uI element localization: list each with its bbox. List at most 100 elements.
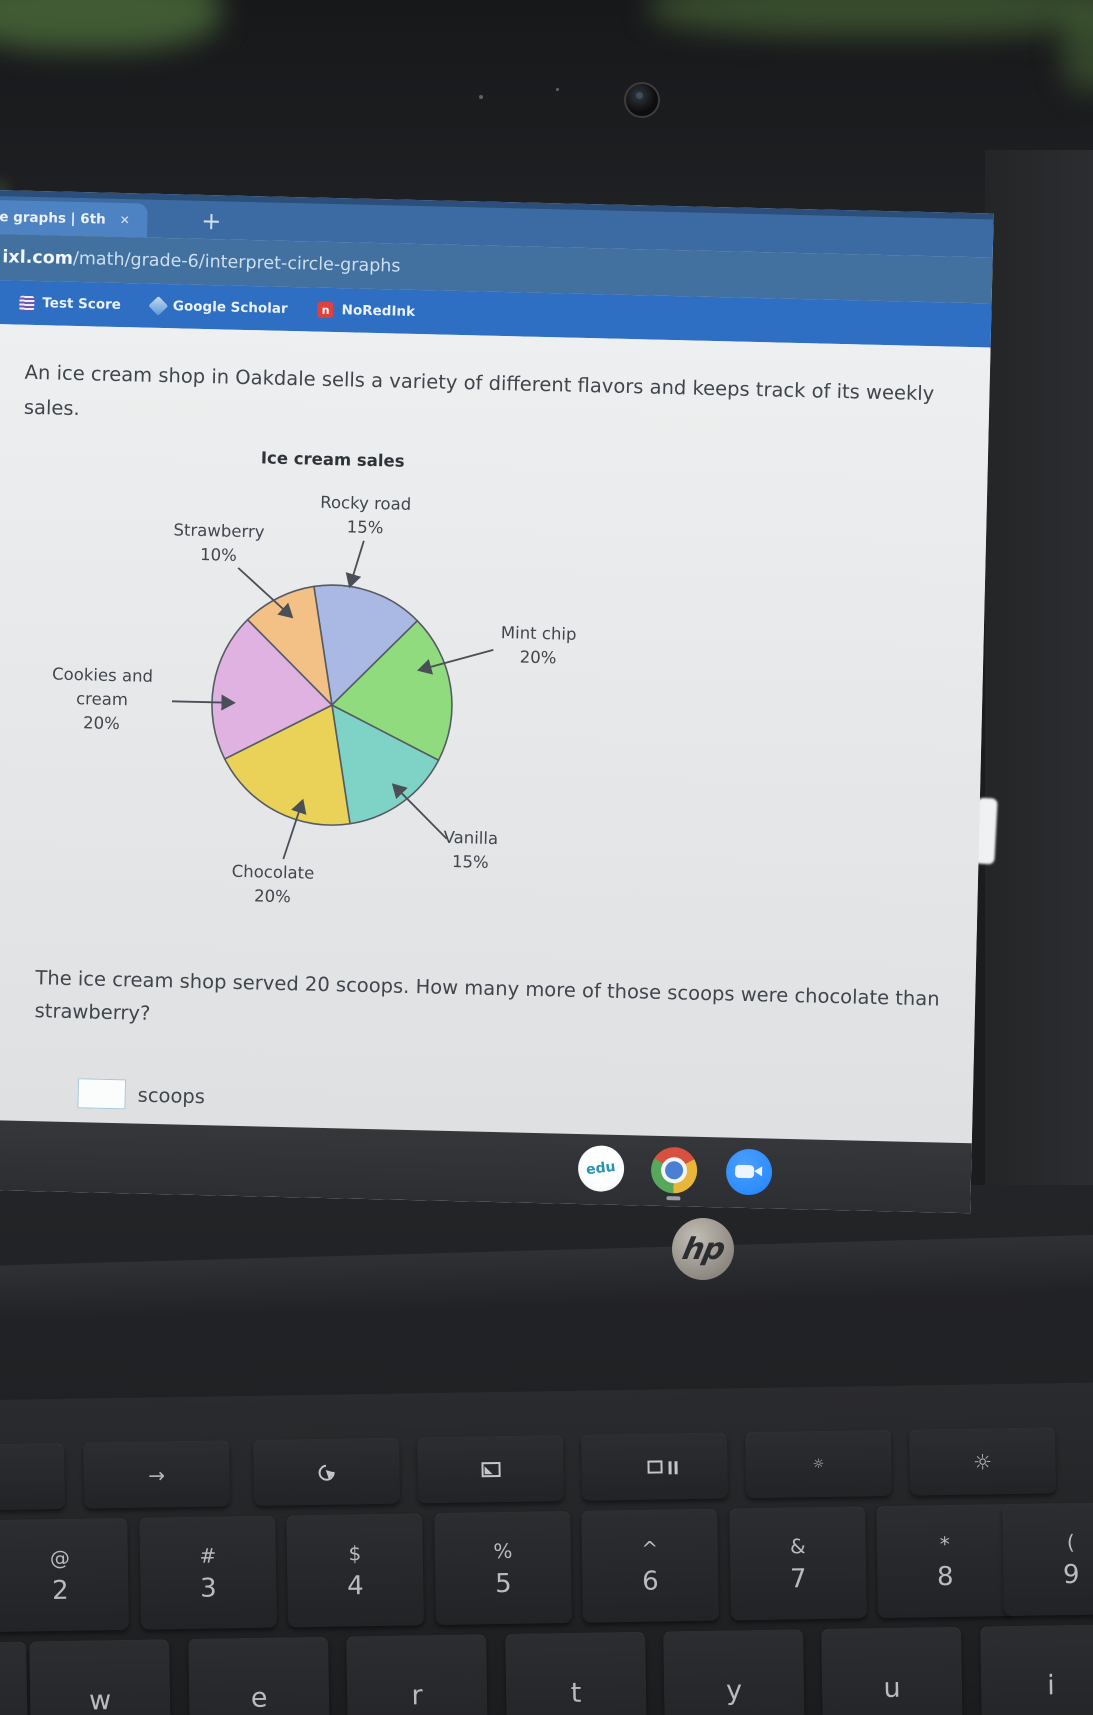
bookmark-label: NoRedInk xyxy=(341,302,416,320)
fullscreen-icon xyxy=(480,1461,501,1478)
bookmark-label: Google Scholar xyxy=(172,298,288,317)
pie-chart-figure: Ice cream sales Rocky road 15% Strawberr… xyxy=(0,434,688,930)
key-number: 2 xyxy=(51,1575,69,1606)
question-line1: The ice cream shop served 20 scoops. How… xyxy=(35,966,940,1011)
video-camera-icon xyxy=(734,1164,755,1179)
url-path: /math/grade-6/interpret-circle-graphs xyxy=(72,248,401,277)
bookmark-test-score[interactable]: Test Score xyxy=(19,295,121,313)
forward-arrow-icon: → xyxy=(148,1462,166,1488)
edu-app-icon[interactable]: edu xyxy=(577,1145,625,1193)
question-line2: strawberry? xyxy=(34,999,151,1025)
key-symbol: ^ xyxy=(641,1536,659,1561)
callout-pct: 20% xyxy=(519,647,557,668)
chrome-icon[interactable] xyxy=(650,1146,698,1194)
partial-key[interactable] xyxy=(0,1442,66,1512)
key-symbol: $ xyxy=(348,1540,362,1565)
refresh-key[interactable] xyxy=(253,1437,401,1506)
key-letter: r xyxy=(411,1680,423,1712)
microphone-dot xyxy=(556,88,559,91)
key-symbol: ( xyxy=(1066,1529,1075,1554)
pie-slice-cookies-and-cream xyxy=(211,618,334,761)
key-u[interactable]: u xyxy=(821,1626,963,1715)
key-number: 7 xyxy=(789,1563,807,1594)
callout-pct: 15% xyxy=(346,517,384,538)
key-symbol: @ xyxy=(49,1545,71,1570)
callout-chocolate: Chocolate 20% xyxy=(202,859,343,910)
bookmark-label: Test Score xyxy=(42,295,122,314)
callout-label: Chocolate xyxy=(231,861,315,883)
background-reflection xyxy=(650,0,1093,36)
background-reflection xyxy=(0,0,220,50)
key-2[interactable]: @2 xyxy=(0,1517,130,1632)
key-letter: w xyxy=(88,1685,112,1715)
key-t[interactable]: t xyxy=(505,1631,648,1715)
key-number: 4 xyxy=(346,1570,364,1601)
key-letter: i xyxy=(1047,1670,1056,1702)
new-tab-button[interactable]: + xyxy=(200,206,222,236)
tab-title: e graphs | 6th xyxy=(0,209,106,228)
background-reflection xyxy=(1062,10,1093,90)
key-symbol: & xyxy=(789,1533,806,1558)
tab-close-icon[interactable]: ✕ xyxy=(119,212,130,228)
key-6[interactable]: ^ 6 xyxy=(581,1508,719,1623)
callout-strawberry: Strawberry 10% xyxy=(148,518,289,569)
partial-key[interactable] xyxy=(0,1641,29,1715)
chart-title: Ice cream sales xyxy=(260,448,405,471)
brightness-down-icon: ☼ xyxy=(812,1456,825,1473)
callout-pct: 10% xyxy=(199,544,238,565)
overview-icon xyxy=(646,1460,663,1474)
forward-key[interactable]: → xyxy=(83,1440,231,1509)
answer-unit-label: scoops xyxy=(137,1083,206,1108)
callout-mint-chip: Mint chip 20% xyxy=(468,620,609,671)
zoom-app-icon[interactable] xyxy=(725,1148,773,1196)
noredink-n-icon: n xyxy=(317,301,334,319)
overview-key[interactable] xyxy=(581,1432,729,1501)
browser-tab[interactable]: e graphs | 6th ✕ xyxy=(0,199,148,238)
key-y[interactable]: y xyxy=(663,1629,805,1715)
key-letter: t xyxy=(570,1677,582,1709)
page-content: An ice cream shop in Oakdale sells a var… xyxy=(0,323,991,1144)
answer-row: scoops xyxy=(77,1078,205,1111)
key-r[interactable]: r xyxy=(346,1634,489,1715)
answer-input[interactable] xyxy=(77,1078,127,1110)
brightness-up-icon: ☼ xyxy=(972,1449,993,1475)
video-camera-lens xyxy=(753,1166,763,1177)
problem-question: The ice cream shop served 20 scoops. How… xyxy=(34,961,945,1048)
key-number: 6 xyxy=(641,1566,659,1597)
intro-line1: An ice cream shop in Oakdale sells a var… xyxy=(24,360,935,406)
key-3[interactable]: #3 xyxy=(139,1515,278,1630)
laptop-screen: e graphs | 6th ✕ + ixl.com/math/grade-6/… xyxy=(0,190,994,1214)
refresh-icon xyxy=(315,1460,338,1484)
key-e[interactable]: e xyxy=(188,1636,331,1715)
key-9[interactable]: (9 xyxy=(1002,1501,1093,1617)
key-symbol: # xyxy=(199,1542,217,1568)
key-symbol: % xyxy=(493,1538,513,1563)
key-w[interactable]: w xyxy=(29,1639,172,1715)
laptop-bottom-bezel xyxy=(0,1185,1093,1415)
scholar-diamond-icon xyxy=(147,295,168,316)
key-number: 9 xyxy=(1062,1559,1080,1590)
url-domain: ixl.com xyxy=(2,247,74,269)
webcam xyxy=(624,82,660,118)
key-number: 5 xyxy=(494,1568,512,1599)
laptop-side-bezel xyxy=(985,150,1093,1250)
fullscreen-key[interactable] xyxy=(417,1434,565,1504)
key-number: 8 xyxy=(936,1561,954,1592)
key-5[interactable]: % 5 xyxy=(434,1510,572,1626)
key-7[interactable]: & 7 xyxy=(729,1506,867,1621)
brightness-down-key[interactable]: ☼ xyxy=(745,1429,893,1499)
key-i[interactable]: i xyxy=(980,1624,1093,1715)
keyboard: → ☼ ☼ @2 #3 $4 % 5 ^ 6 & 7 * 8 (9 w e r t y … xyxy=(0,1382,1093,1715)
key-4[interactable]: $4 xyxy=(286,1513,424,1628)
bookmark-noredink[interactable]: n NoRedInk xyxy=(317,301,416,320)
brightness-up-key[interactable]: ☼ xyxy=(908,1427,1057,1496)
intro-line2: sales. xyxy=(23,395,81,421)
bookmark-google-scholar[interactable]: Google Scholar xyxy=(147,295,288,317)
callout-pct: 20% xyxy=(253,886,292,907)
key-8[interactable]: * 8 xyxy=(876,1503,1014,1619)
list-icon xyxy=(19,295,35,311)
callout-vanilla: Vanilla 15% xyxy=(400,825,541,876)
callout-pct: 15% xyxy=(451,851,489,872)
pie-slice-rocky-road xyxy=(312,584,419,707)
